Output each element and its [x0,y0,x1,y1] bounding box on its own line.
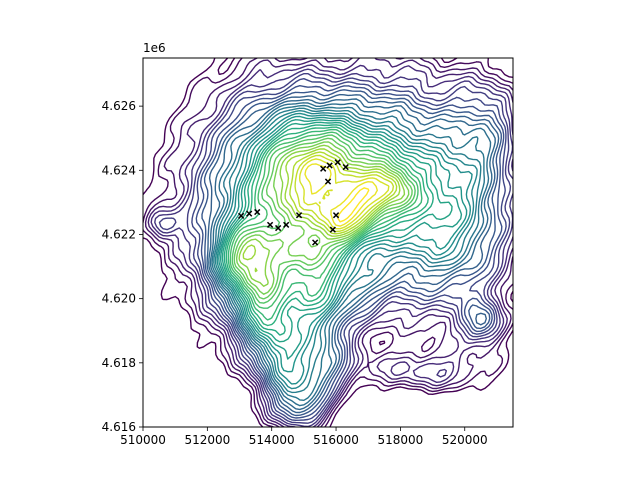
y-axis-offset-label: 1e6 [143,41,166,55]
x-tick-label: 520000 [442,433,488,447]
contour-level [214,110,478,390]
contour-lines [143,58,513,427]
contour-level [227,128,423,321]
contour-level [201,89,502,417]
y-tick-label: 4.624 [102,163,136,177]
contour-level [213,107,482,394]
contour-level [143,58,513,427]
x-tick-label: 516000 [313,433,359,447]
x-marker [332,212,340,219]
y-tick-label: 4.620 [102,292,136,306]
contour-level [337,187,370,223]
contour-level [144,58,513,427]
x-marker [311,239,319,246]
contour-level [191,78,507,421]
contour-level [294,154,395,233]
x-tick-label: 512000 [184,433,230,447]
y-tick-label: 4.616 [102,420,136,434]
x-marker [320,165,327,172]
y-tick-label: 4.622 [102,227,136,241]
x-marker [334,159,341,166]
y-tick-label: 4.618 [102,356,136,370]
contour-level [221,121,453,343]
x-marker [274,224,282,232]
x-marker [246,210,253,217]
contour-level [223,124,434,336]
contour-level [209,102,492,407]
contour-level [147,58,513,427]
contour-level [235,141,410,295]
x-marker [342,163,349,171]
x-marker [329,226,336,233]
contour-level [289,151,398,235]
x-tick-label: 514000 [249,433,295,447]
x-marker [283,221,290,228]
contour-level [238,144,406,287]
contour-level [229,131,419,309]
contour-level [208,98,496,411]
marker-layer [237,159,349,246]
contour-level [158,73,512,424]
x-axis-ticks: 510000 512000 514000 516000 518000 520000 [120,427,488,447]
contour-level [231,134,416,304]
x-marker [266,221,274,228]
contour-level [211,104,485,401]
x-marker [254,208,261,216]
y-axis-ticks: 4.616 4.618 4.620 4.622 4.624 4.626 [102,99,143,434]
axes-frame [142,57,514,428]
x-marker [237,212,245,219]
contour-level [299,158,390,230]
contour-level [225,126,429,327]
x-marker [295,212,303,219]
contour-level [154,68,513,427]
contour-level [242,148,401,273]
contour-level [206,93,500,414]
x-marker [326,162,333,169]
contour-level [216,112,473,385]
contour-level [233,137,413,300]
x-marker [324,178,332,185]
y-tick-label: 4.626 [102,99,136,113]
x-tick-label: 518000 [377,433,423,447]
contour-level [218,115,468,373]
contour-level [150,64,513,427]
contour-level [219,119,463,360]
x-tick-label: 510000 [120,433,166,447]
contour-level [195,85,505,419]
